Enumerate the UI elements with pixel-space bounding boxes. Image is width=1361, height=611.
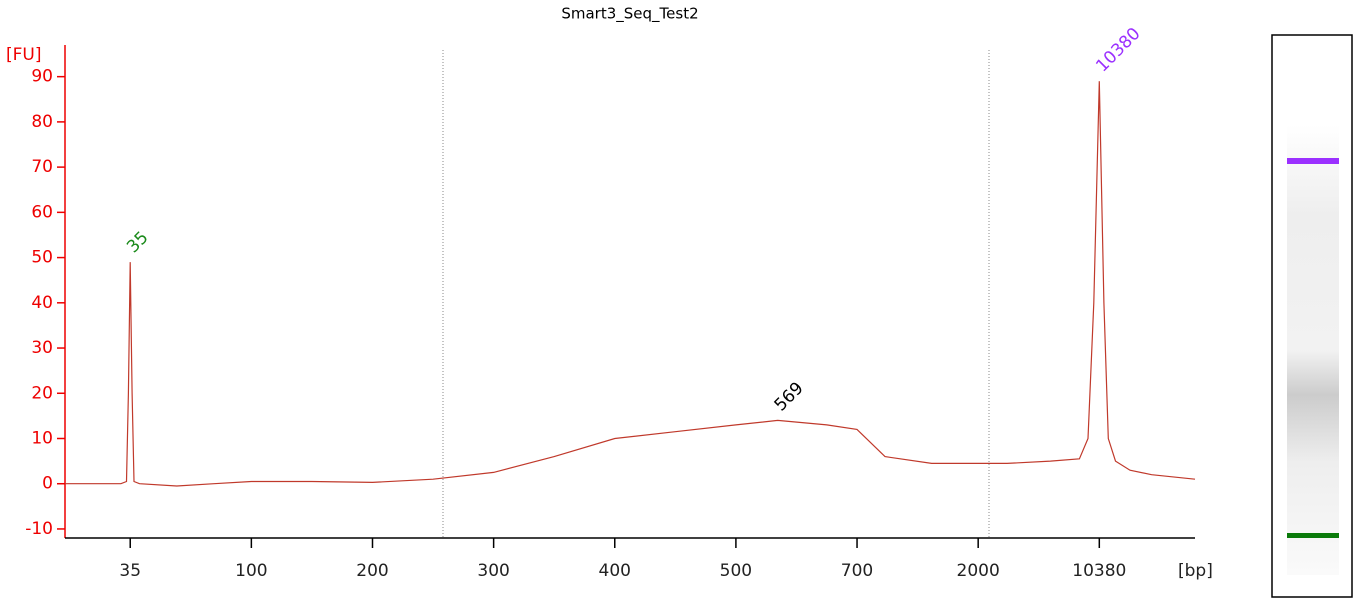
y-axis-label: [FU] — [6, 45, 42, 65]
y-tick-label: 70 — [31, 157, 53, 177]
gel-smear — [1287, 125, 1339, 575]
y-tick-label: 10 — [31, 428, 53, 448]
x-tick-label: 400 — [599, 561, 631, 581]
y-tick-label: 50 — [31, 248, 53, 268]
x-tick-label: 200 — [356, 561, 388, 581]
peak-label: 569 — [771, 378, 808, 415]
y-tick-label: 60 — [31, 202, 53, 222]
x-tick-label: 500 — [720, 561, 752, 581]
peak-label: 35 — [123, 228, 152, 257]
x-axis-label: [bp] — [1178, 561, 1213, 581]
y-tick-label: 0 — [42, 474, 53, 494]
x-tick-label: 2000 — [957, 561, 1000, 581]
peak-label: 10380 — [1092, 24, 1144, 76]
x-tick-label: 35 — [119, 561, 141, 581]
gel-band — [1287, 533, 1339, 538]
y-tick-label: -10 — [25, 519, 53, 539]
gel-band — [1287, 158, 1339, 164]
chart-title: Smart3_Seq_Test2 — [561, 5, 698, 24]
y-tick-label: 40 — [31, 293, 53, 313]
gel-lane — [1271, 34, 1353, 598]
x-tick-label: 700 — [841, 561, 873, 581]
x-tick-label: 100 — [235, 561, 267, 581]
y-tick-label: 20 — [31, 383, 53, 403]
x-tick-label: 300 — [477, 561, 509, 581]
x-tick-label: 10380 — [1072, 561, 1126, 581]
y-tick-label: 30 — [31, 338, 53, 358]
trace — [65, 81, 1196, 487]
y-tick-label: 90 — [31, 67, 53, 87]
y-tick-label: 80 — [31, 112, 53, 132]
